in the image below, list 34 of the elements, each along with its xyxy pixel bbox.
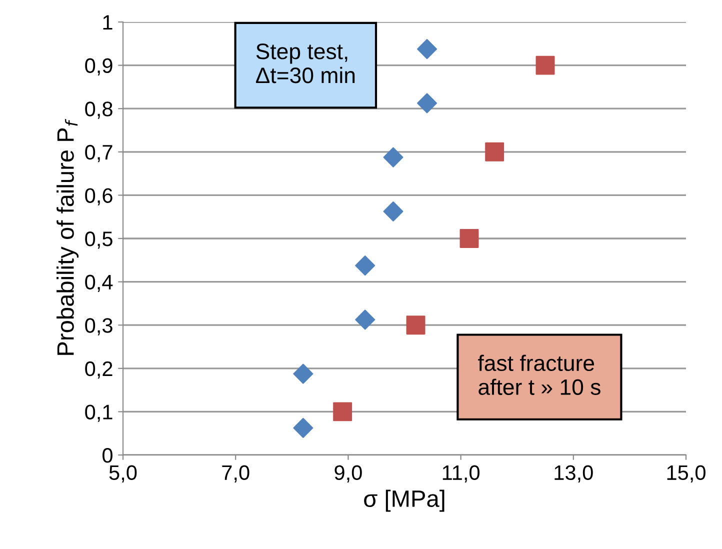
point (355, 310, 376, 330)
point (383, 147, 404, 168)
point (417, 39, 438, 60)
x-tick-label: 9,0 (334, 465, 362, 482)
y-tick-label: 0,3 (85, 318, 112, 336)
x-axis-title: σ [MPa] (364, 490, 444, 512)
y-tick-label: 0,1 (85, 404, 112, 422)
point (485, 142, 504, 162)
point (293, 418, 314, 438)
y-tick-label: 1 (103, 15, 112, 30)
x-tick-label: 15,0 (667, 465, 706, 482)
y-tick-label: 0,5 (85, 232, 112, 249)
y-axis-title: Probability of failure P$_{f}$ (56, 119, 79, 355)
x-tick-label: 5,0 (109, 465, 137, 482)
point (460, 229, 479, 248)
point (355, 256, 376, 276)
y-tick-label: 0,9 (85, 58, 112, 76)
y-tick-label: 0,6 (85, 188, 112, 206)
y-tick-label: 0,8 (85, 102, 112, 119)
point (417, 93, 438, 114)
point (293, 364, 314, 384)
point (383, 201, 404, 222)
y-tick-label: 0,4 (85, 274, 113, 292)
x-tick-label: 7,0 (222, 465, 250, 482)
point (536, 56, 555, 75)
y-tick-label: 0,2 (85, 361, 112, 379)
x-tick-label: 13,0 (554, 465, 593, 482)
point (406, 316, 426, 335)
y-tick-label: 0 (102, 448, 112, 463)
point (333, 402, 352, 422)
annotation: fast fracture after t » 10 s (478, 354, 600, 395)
x-tick-label: 11,0 (442, 465, 480, 482)
y-tick-label: 0,7 (85, 144, 112, 162)
annotation: Step test, Δt=30 min (256, 44, 355, 84)
